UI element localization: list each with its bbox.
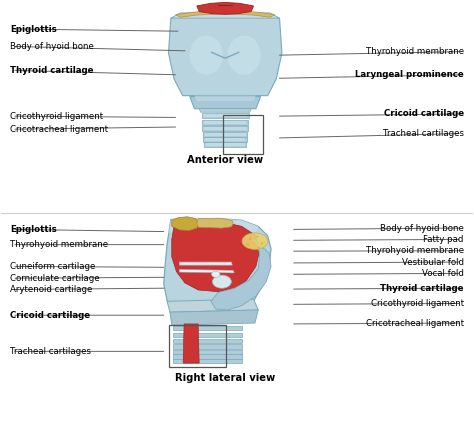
Ellipse shape xyxy=(256,236,259,238)
Text: Cricoid cartilage: Cricoid cartilage xyxy=(10,311,90,320)
Text: Thyroid cartilage: Thyroid cartilage xyxy=(380,284,464,293)
Polygon shape xyxy=(205,133,246,136)
Polygon shape xyxy=(170,310,258,325)
Polygon shape xyxy=(172,217,199,231)
Polygon shape xyxy=(179,262,232,265)
Text: Thyrohyoid membrane: Thyrohyoid membrane xyxy=(366,47,464,56)
Polygon shape xyxy=(194,96,256,101)
Text: Vocal fold: Vocal fold xyxy=(422,269,464,278)
Polygon shape xyxy=(167,299,258,312)
Polygon shape xyxy=(190,97,261,109)
Ellipse shape xyxy=(211,271,220,277)
Text: Tracheal cartilages: Tracheal cartilages xyxy=(383,129,464,138)
Polygon shape xyxy=(173,350,242,354)
Text: Thyroid cartilage: Thyroid cartilage xyxy=(10,66,94,75)
Text: Laryngeal prominence: Laryngeal prominence xyxy=(355,70,464,79)
Polygon shape xyxy=(205,138,245,141)
Text: Cricothyroid ligament: Cricothyroid ligament xyxy=(371,299,464,308)
Polygon shape xyxy=(168,13,282,96)
Text: Arytenoid cartilage: Arytenoid cartilage xyxy=(10,285,92,294)
Polygon shape xyxy=(171,13,280,18)
Text: Anterior view: Anterior view xyxy=(187,155,263,165)
Text: Epiglottis: Epiglottis xyxy=(10,24,57,34)
Text: Cricoid cartilage: Cricoid cartilage xyxy=(384,109,464,118)
Polygon shape xyxy=(204,127,246,130)
Polygon shape xyxy=(203,114,247,117)
Polygon shape xyxy=(164,218,271,319)
Polygon shape xyxy=(211,236,271,310)
Text: Epiglottis: Epiglottis xyxy=(10,225,57,234)
Polygon shape xyxy=(199,109,251,112)
Polygon shape xyxy=(204,142,246,147)
Text: Cricothyroid ligament: Cricothyroid ligament xyxy=(10,111,103,121)
Bar xyxy=(223,115,263,153)
Polygon shape xyxy=(175,11,275,17)
Polygon shape xyxy=(203,137,247,142)
Text: Fatty pad: Fatty pad xyxy=(423,235,464,244)
Polygon shape xyxy=(173,359,242,363)
Polygon shape xyxy=(172,221,260,291)
Ellipse shape xyxy=(190,35,223,75)
Polygon shape xyxy=(183,324,199,363)
Text: Cricotracheal ligament: Cricotracheal ligament xyxy=(366,319,464,328)
Polygon shape xyxy=(179,270,234,273)
Ellipse shape xyxy=(249,238,252,240)
Polygon shape xyxy=(197,218,233,228)
Polygon shape xyxy=(173,344,242,349)
Polygon shape xyxy=(202,126,248,131)
Ellipse shape xyxy=(242,233,268,250)
Ellipse shape xyxy=(261,242,264,244)
Text: Corniculate cartilage: Corniculate cartilage xyxy=(10,274,100,283)
Text: Thyrohyoid membrane: Thyrohyoid membrane xyxy=(366,246,464,255)
Ellipse shape xyxy=(212,275,231,288)
Polygon shape xyxy=(197,3,254,14)
Bar xyxy=(169,325,226,367)
Text: Cuneiform cartilage: Cuneiform cartilage xyxy=(10,262,96,271)
Ellipse shape xyxy=(257,246,260,249)
Polygon shape xyxy=(173,339,242,343)
Ellipse shape xyxy=(228,35,261,75)
Text: Thyrohyoid membrane: Thyrohyoid membrane xyxy=(10,240,108,249)
Polygon shape xyxy=(204,121,246,124)
Text: Body of hyoid bone: Body of hyoid bone xyxy=(380,224,464,232)
Polygon shape xyxy=(201,113,249,118)
Text: Right lateral view: Right lateral view xyxy=(175,373,275,383)
Ellipse shape xyxy=(246,243,249,246)
Text: Vestibular fold: Vestibular fold xyxy=(402,257,464,267)
Polygon shape xyxy=(203,132,247,137)
Text: Tracheal cartilages: Tracheal cartilages xyxy=(10,347,91,356)
Polygon shape xyxy=(206,143,245,146)
Polygon shape xyxy=(173,333,242,337)
Polygon shape xyxy=(173,354,242,359)
Polygon shape xyxy=(173,326,242,330)
Polygon shape xyxy=(202,120,248,125)
Text: Body of hyoid bone: Body of hyoid bone xyxy=(10,42,94,51)
Text: Cricotracheal ligament: Cricotracheal ligament xyxy=(10,125,108,134)
Polygon shape xyxy=(168,218,258,234)
